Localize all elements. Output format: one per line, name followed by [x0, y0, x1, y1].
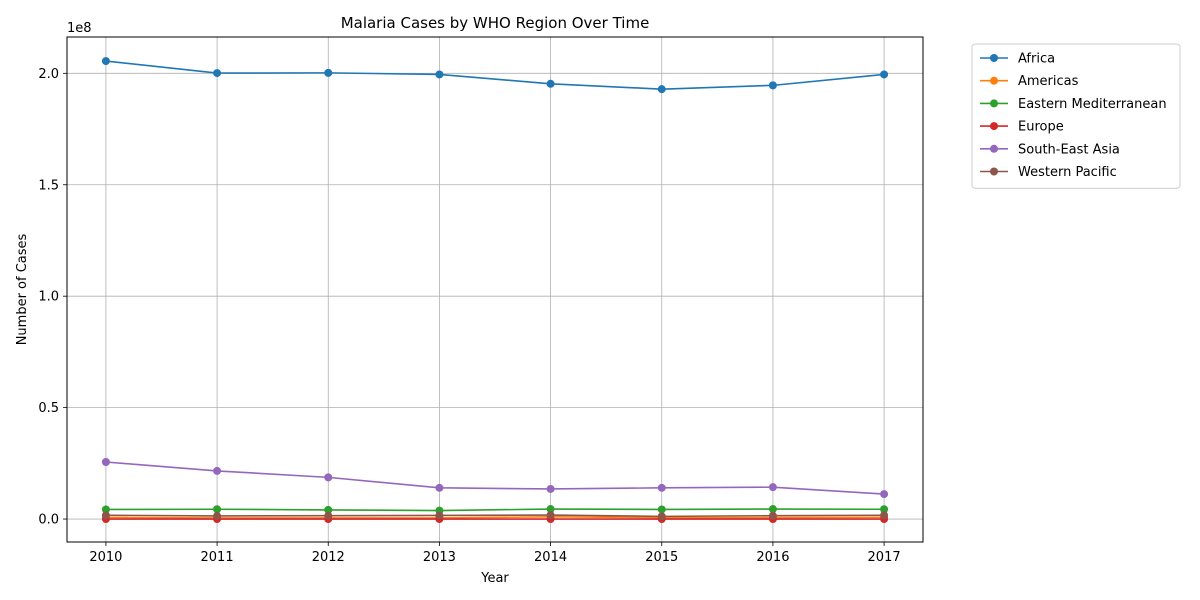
- data-point: [324, 68, 333, 77]
- data-point: [880, 70, 889, 79]
- legend-item: Americas: [980, 74, 1079, 89]
- grid-lines: [67, 37, 923, 542]
- series-south-east-asia: [101, 457, 889, 499]
- data-point: [101, 505, 110, 514]
- x-tick-label: 2014: [534, 550, 567, 565]
- legend-marker: [990, 99, 998, 108]
- legend-marker: [990, 54, 998, 62]
- data-point: [657, 505, 666, 514]
- x-tick-label: 2017: [868, 550, 901, 565]
- y-tick-label: 1.0: [38, 290, 59, 305]
- data-point: [657, 85, 666, 94]
- data-point: [880, 511, 889, 520]
- x-tick-label: 2011: [201, 550, 234, 565]
- data-point: [213, 69, 222, 78]
- legend-item: South-East Asia: [980, 142, 1120, 157]
- x-tick-label: 2015: [645, 550, 678, 565]
- data-point: [880, 490, 889, 499]
- y-offset-label: 1e8: [67, 21, 92, 36]
- legend-marker: [990, 144, 998, 153]
- legend-label: Eastern Mediterranean: [1018, 97, 1167, 112]
- legend-marker: [990, 167, 998, 176]
- data-point: [768, 483, 777, 492]
- series-line: [105, 60, 885, 90]
- x-tick-label: 2013: [423, 550, 456, 565]
- y-axis-label: Number of Cases: [15, 233, 30, 345]
- data-point: [213, 505, 222, 514]
- data-point: [435, 511, 444, 520]
- legend-label: South-East Asia: [1018, 142, 1120, 157]
- series-layer: [101, 57, 889, 524]
- legend-label: Western Pacific: [1018, 165, 1117, 180]
- data-point: [546, 484, 555, 493]
- series-line: [105, 508, 885, 512]
- legend-item: Africa: [980, 52, 1055, 67]
- data-point: [768, 505, 777, 514]
- data-point: [657, 483, 666, 492]
- data-point: [880, 505, 889, 514]
- x-tick-label: 2010: [89, 550, 122, 565]
- data-point: [213, 511, 222, 520]
- data-point: [324, 505, 333, 514]
- data-point: [213, 466, 222, 475]
- series-line: [105, 461, 885, 495]
- x-axis-ticks: 2010 2011 2012 2013 2014 2015 2016 2017: [89, 542, 901, 565]
- data-point: [101, 57, 110, 66]
- y-axis-ticks: 0.0 0.5 1.0 1.5 2.0: [38, 67, 67, 528]
- series-line: [105, 514, 885, 518]
- data-point: [324, 473, 333, 482]
- data-point: [435, 483, 444, 492]
- series-eastern-mediterranean: [101, 505, 889, 515]
- x-tick-label: 2012: [312, 550, 345, 565]
- legend-marker: [990, 76, 998, 85]
- legend-item: Eastern Mediterranean: [980, 97, 1167, 112]
- data-point: [101, 457, 110, 466]
- y-tick-label: 0.0: [38, 513, 59, 528]
- data-point: [768, 511, 777, 520]
- legend-item: Western Pacific: [980, 165, 1117, 180]
- y-tick-label: 1.5: [38, 178, 59, 193]
- data-point: [768, 81, 777, 90]
- legend-item: Europe: [980, 120, 1064, 135]
- data-point: [546, 79, 555, 88]
- legend-frame: [971, 43, 1181, 189]
- legend-marker: [990, 122, 998, 131]
- chart-title: Malaria Cases by WHO Region Over Time: [341, 14, 650, 32]
- series-western-pacific: [101, 511, 889, 521]
- y-tick-label: 0.5: [38, 401, 59, 416]
- axes-frame: [66, 36, 924, 543]
- data-point: [324, 511, 333, 520]
- legend-label: Europe: [1018, 120, 1064, 135]
- data-point: [101, 511, 110, 520]
- legend-label: Americas: [1018, 74, 1079, 89]
- series-africa: [101, 57, 889, 94]
- legend-label: Africa: [1018, 52, 1055, 67]
- data-point: [546, 505, 555, 514]
- series-line: [105, 516, 885, 519]
- x-tick-label: 2016: [756, 550, 789, 565]
- legend: Africa Americas Eastern Mediterranean Europ…: [971, 43, 1181, 189]
- x-axis-label: Year: [480, 571, 509, 586]
- data-point: [435, 70, 444, 79]
- data-point: [546, 511, 555, 520]
- data-point: [657, 512, 666, 521]
- y-tick-label: 2.0: [38, 67, 59, 82]
